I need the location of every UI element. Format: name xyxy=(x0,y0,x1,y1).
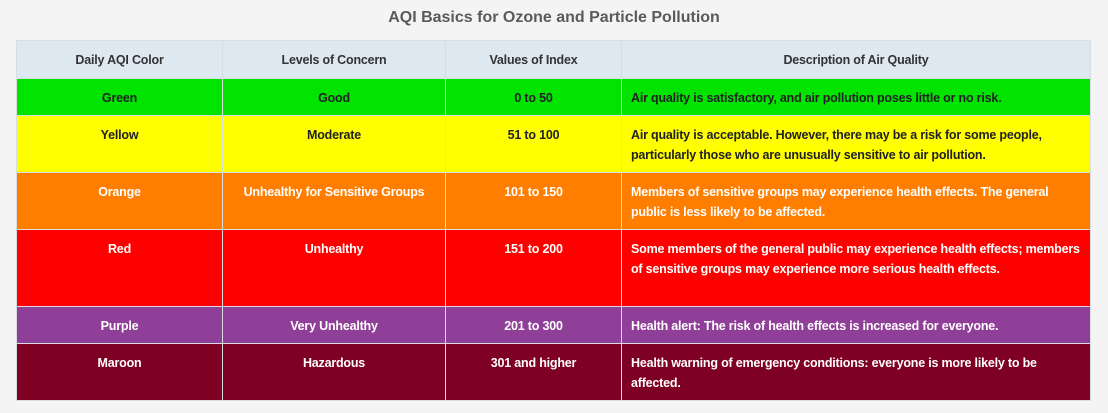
table-cell: Members of sensitive groups may experien… xyxy=(621,172,1091,230)
table-cell: 101 to 150 xyxy=(445,172,622,230)
table-row: Green Good 0 to 50 Air quality is satisfact… xyxy=(16,78,1091,116)
table-cell: Air quality is satisfactory, and air pol… xyxy=(621,78,1091,116)
aqi-table: Daily AQI Color Levels of Concern Values o… xyxy=(16,40,1091,401)
table-cell: Green xyxy=(16,78,223,116)
table-cell: Purple xyxy=(16,306,223,344)
table-cell: 51 to 100 xyxy=(445,115,622,173)
table-row: Maroon Hazardous 301 and higher Health warn… xyxy=(16,343,1091,401)
table-cell: Health alert: The risk of health effects… xyxy=(621,306,1091,344)
table-cell: 201 to 300 xyxy=(445,306,622,344)
table-body: Green Good 0 to 50 Air quality is satisfact… xyxy=(16,78,1091,401)
table-cell: Health warning of emergency conditions: … xyxy=(621,343,1091,401)
table-cell: Yellow xyxy=(16,115,223,173)
table-row: Orange Unhealthy for Sensitive Groups 101 … xyxy=(16,172,1091,230)
table-cell: Unhealthy for Sensitive Groups xyxy=(222,172,446,230)
table-cell: Good xyxy=(222,78,446,116)
table-row: Red Unhealthy 151 to 200 Some members of th… xyxy=(16,229,1091,307)
table-cell: 301 and higher xyxy=(445,343,622,401)
table-row: Purple Very Unhealthy 201 to 300 Health ale… xyxy=(16,306,1091,344)
table-cell: Moderate xyxy=(222,115,446,173)
table-cell: Hazardous xyxy=(222,343,446,401)
table-cell: Air quality is acceptable. However, ther… xyxy=(621,115,1091,173)
table-cell: Unhealthy xyxy=(222,229,446,307)
column-header: Description of Air Quality xyxy=(621,40,1091,79)
column-header: Values of Index xyxy=(445,40,622,79)
column-header: Levels of Concern xyxy=(222,40,446,79)
table-title: AQI Basics for Ozone and Particle Pollut… xyxy=(388,9,720,26)
table-row: Yellow Moderate 51 to 100 Air quality is ac… xyxy=(16,115,1091,173)
column-header: Daily AQI Color xyxy=(16,40,223,79)
table-cell: 0 to 50 xyxy=(445,78,622,116)
table-cell: Orange xyxy=(16,172,223,230)
header-row: Daily AQI Color Levels of Concern Values o… xyxy=(16,40,1091,79)
table-cell: Maroon xyxy=(16,343,223,401)
table-cell: Very Unhealthy xyxy=(222,306,446,344)
table-cell: Some members of the general public may e… xyxy=(621,229,1091,307)
table-cell: 151 to 200 xyxy=(445,229,622,307)
table-cell: Red xyxy=(16,229,223,307)
